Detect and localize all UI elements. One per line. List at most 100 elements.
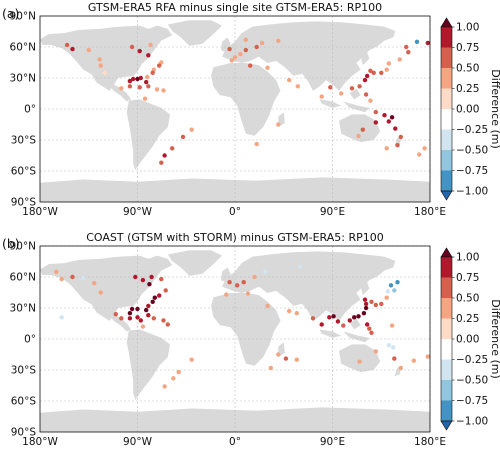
data-point (389, 115, 395, 120)
panel-title: GTSM-ERA5 RFA minus single site GTSM-ERA… (88, 1, 382, 14)
data-point (232, 55, 238, 60)
data-point (145, 74, 150, 80)
data-point (59, 315, 64, 320)
data-point (138, 318, 143, 323)
data-point (363, 305, 369, 311)
data-point (373, 302, 378, 308)
data-point (406, 50, 411, 55)
data-point (388, 283, 394, 288)
data-point (133, 274, 138, 280)
lat-tick-label: 60°N (10, 272, 36, 284)
data-point (287, 308, 292, 314)
colorbar-bin (441, 150, 452, 171)
data-point (98, 63, 103, 68)
data-point (294, 311, 299, 316)
data-point (352, 315, 357, 320)
data-point (127, 78, 133, 84)
data-point (235, 283, 240, 288)
data-point (163, 288, 168, 293)
colorbar-tick-label: 0.00 (456, 334, 479, 346)
data-point (129, 306, 135, 312)
colorbar-tick-label: −0.25 (456, 354, 488, 366)
data-point (265, 303, 270, 309)
data-point (146, 303, 151, 309)
colorbar-bin (441, 109, 452, 130)
data-point (146, 53, 151, 58)
data-point (241, 280, 246, 285)
colorbar-bin (441, 318, 452, 339)
data-point (363, 92, 369, 97)
colorbar-extend-min (440, 190, 453, 201)
lat-tick-label: 90°N (10, 11, 36, 23)
data-point (180, 134, 186, 140)
data-point (176, 369, 181, 375)
colorbar-bin (441, 88, 452, 109)
lat-tick-label: 30°S (11, 365, 37, 377)
colorbar-tick-label: 0.00 (456, 104, 479, 116)
data-point (135, 315, 140, 320)
data-point (384, 295, 389, 300)
data-point (362, 77, 368, 83)
data-point (398, 365, 403, 371)
data-point (127, 311, 133, 316)
colorbar-tick-label: 0.50 (456, 293, 479, 305)
data-point (148, 42, 153, 48)
panel-title: COAST (GTSM with STORM) minus GTSM-ERA5:… (86, 231, 383, 244)
data-point (265, 65, 270, 70)
lon-tick-label: 180°E (414, 206, 446, 218)
data-point (162, 384, 167, 389)
data-point (137, 85, 142, 90)
lon-tick-label: 90°E (320, 206, 345, 218)
data-point (385, 289, 390, 294)
lat-tick-label: 0° (24, 104, 36, 116)
data-point (119, 86, 124, 91)
data-point (331, 314, 336, 319)
data-point (395, 280, 400, 285)
colorbar-tick-label: 0.25 (456, 313, 479, 325)
data-point (162, 153, 167, 158)
colorbar-tick-label: 0.75 (456, 272, 479, 284)
data-point (142, 96, 148, 101)
data-point (319, 322, 324, 327)
data-point (335, 319, 341, 324)
lon-tick-label: 90°W (123, 206, 153, 218)
data-point (369, 299, 374, 304)
lat-tick-label: 0° (24, 334, 36, 346)
data-point (327, 315, 332, 320)
data-point (243, 47, 248, 53)
data-point (328, 85, 333, 90)
data-point (189, 357, 194, 362)
data-point (224, 292, 229, 297)
data-point (404, 44, 409, 50)
data-point (310, 316, 316, 321)
data-point (384, 67, 389, 72)
lat-tick-label: 30°S (11, 135, 37, 147)
data-point (144, 79, 149, 85)
data-point (339, 91, 344, 96)
data-point (254, 44, 259, 50)
data-point (227, 280, 232, 285)
data-point (356, 314, 361, 319)
colorbar-tick-label: −0.25 (456, 124, 488, 136)
data-point (135, 306, 140, 312)
data-point (397, 57, 402, 62)
data-point (127, 316, 133, 321)
data-point (140, 277, 146, 283)
data-point (150, 70, 155, 76)
data-point (238, 52, 243, 57)
data-point (391, 345, 396, 350)
data-point (373, 120, 378, 125)
data-point (297, 264, 303, 269)
colorbar-tick-label: 0.50 (456, 63, 479, 75)
data-point (146, 84, 151, 89)
data-point (368, 98, 373, 103)
data-point (154, 87, 160, 92)
lat-tick-label: 90°S (11, 197, 37, 209)
lat-tick-label: 30°N (10, 73, 36, 85)
data-point (171, 376, 176, 381)
data-point (149, 274, 154, 280)
colorbar-tick-label: −0.75 (456, 395, 488, 407)
panel-label: (a) (2, 6, 19, 21)
data-point (373, 109, 378, 115)
data-point (119, 316, 124, 321)
